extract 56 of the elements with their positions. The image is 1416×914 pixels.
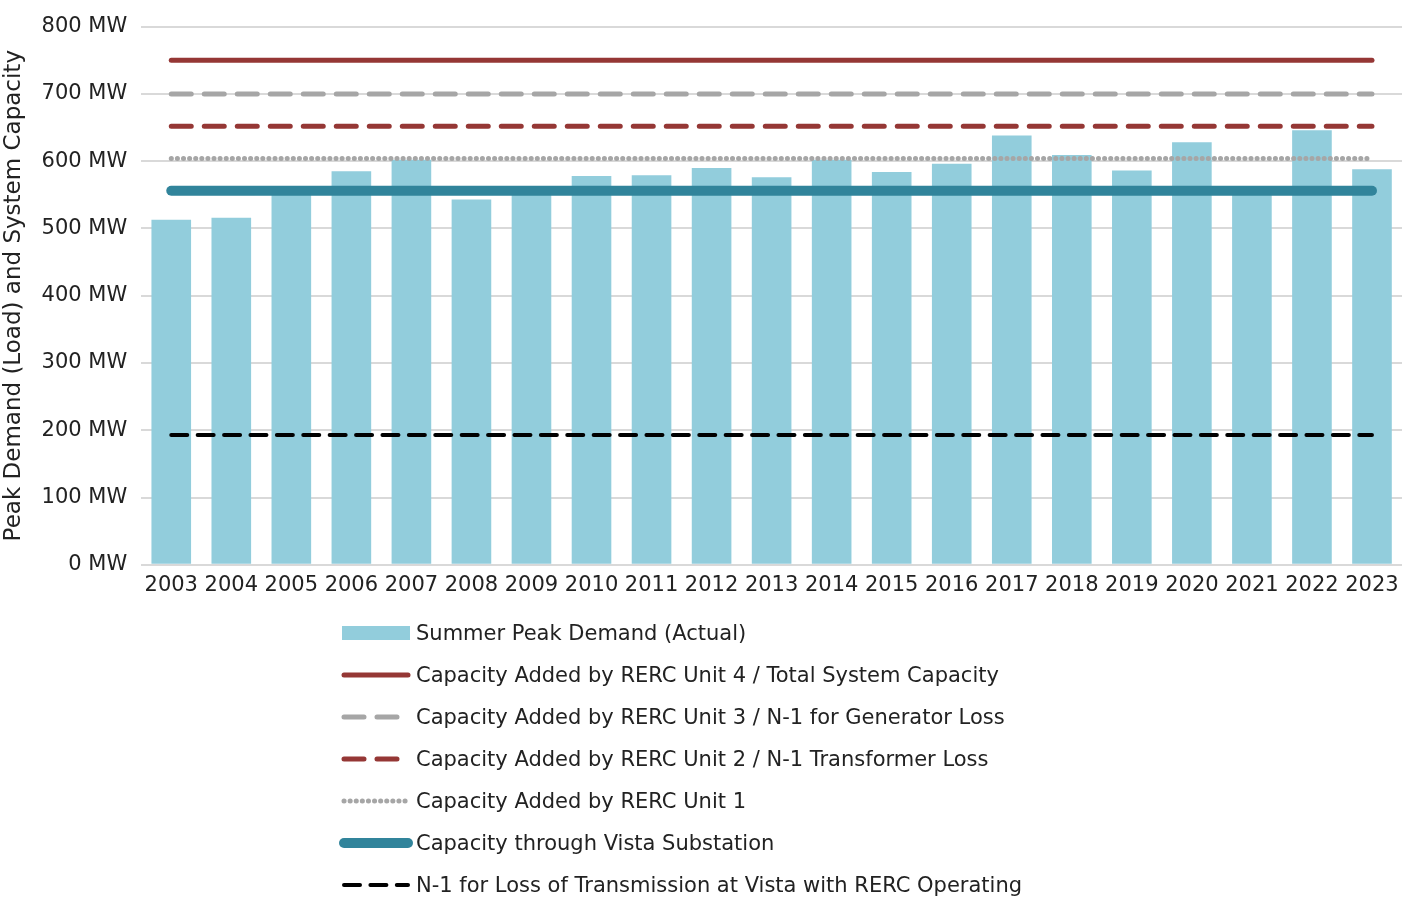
legend-label: Capacity Added by RERC Unit 3 / N-1 for Generator Loss [416, 705, 1005, 729]
x-tick-label: 2017 [985, 571, 1039, 596]
bar [1352, 169, 1392, 564]
y-tick-label: 300 MW [41, 349, 128, 374]
legend-label: Capacity through Vista Substation [416, 831, 775, 855]
x-tick-label: 2022 [1285, 571, 1339, 596]
bar [391, 159, 432, 564]
y-tick-label: 200 MW [41, 416, 128, 441]
y-tick-label: 500 MW [41, 214, 128, 239]
bar [691, 167, 732, 564]
x-tick-label: 2014 [804, 571, 859, 596]
x-tick-label: 2008 [444, 571, 499, 596]
y-tick-label: 600 MW [41, 147, 128, 172]
x-tick-label: 2013 [744, 571, 799, 596]
bar [871, 171, 912, 564]
legend-label: N-1 for Loss of Transmission at Vista with RERC Operating [416, 873, 1023, 897]
bar [1172, 142, 1212, 564]
x-tick-label: 2004 [204, 571, 259, 596]
x-tick-label: 2010 [564, 571, 619, 596]
x-tick-label: 2020 [1165, 571, 1219, 596]
x-tick-label: 2018 [1045, 571, 1099, 596]
bar [1292, 130, 1332, 564]
y-tick-label: 100 MW [41, 483, 128, 508]
x-tick-label: 2007 [384, 571, 439, 596]
x-tick-label: 2011 [624, 571, 679, 596]
x-tick-label: 2003 [144, 571, 198, 596]
bar [331, 171, 372, 564]
x-tick-label: 2019 [1105, 571, 1159, 596]
legend-label: Capacity Added by RERC Unit 2 / N-1 Transformer Loss [416, 747, 989, 771]
x-tick-label: 2021 [1225, 571, 1279, 596]
y-tick-label: 400 MW [41, 282, 128, 307]
bar [1112, 170, 1152, 564]
x-tick-label: 2023 [1345, 571, 1399, 596]
bar [751, 177, 792, 564]
y-tick-label: 800 MW [41, 13, 128, 38]
legend-label: Summer Peak Demand (Actual) [416, 621, 747, 645]
bar [931, 163, 972, 564]
x-tick-label: 2005 [264, 571, 319, 596]
legend-label: Capacity Added by RERC Unit 1 [416, 789, 746, 813]
bar [151, 219, 192, 564]
bar [451, 199, 492, 564]
bar [631, 175, 672, 564]
y-axis-title: Peak Demand (Load) and System Capacity [0, 50, 25, 542]
x-tick-label: 2015 [864, 571, 919, 596]
x-tick-label: 2012 [684, 571, 739, 596]
bar [991, 135, 1032, 564]
y-tick-label: 700 MW [41, 80, 128, 105]
bar [811, 159, 852, 564]
legend-label: Capacity Added by RERC Unit 4 / Total System Capacity [416, 663, 999, 687]
y-tick-label: 0 MW [68, 551, 128, 576]
x-tick-label: 2016 [925, 571, 979, 596]
x-tick-label: 2006 [324, 571, 379, 596]
bar [211, 217, 252, 564]
bar [1051, 155, 1092, 564]
bar [571, 175, 612, 564]
x-tick-label: 2009 [504, 571, 559, 596]
